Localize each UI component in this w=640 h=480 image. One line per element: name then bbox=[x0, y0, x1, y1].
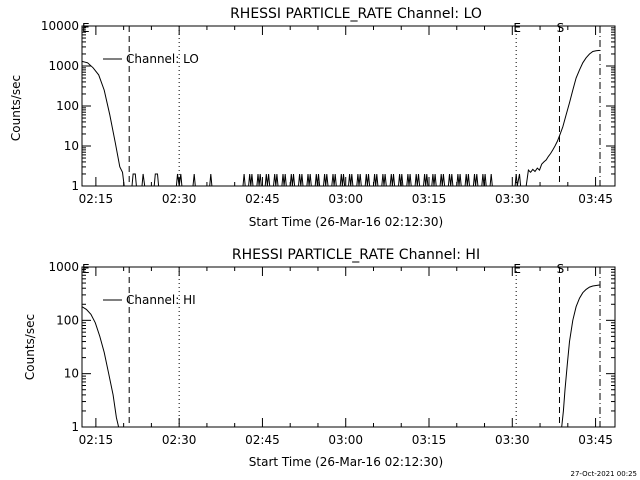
hi-event-marker-label: E bbox=[82, 262, 90, 276]
lo-x-tick-label: 02:45 bbox=[245, 192, 280, 206]
lo-event-marker-label: E bbox=[513, 21, 521, 35]
hi-y-tick-label: 1 bbox=[71, 420, 79, 434]
hi-x-tick-label: 02:30 bbox=[162, 433, 197, 447]
hi-plot-title: RHESSI PARTICLE_RATE Channel: HI bbox=[232, 247, 480, 263]
hi-y-tick-label: 1000 bbox=[48, 260, 79, 274]
hi-legend-label: Channel: HI bbox=[126, 293, 196, 307]
lo-y-axis-label: Counts/sec bbox=[9, 75, 23, 141]
lo-plot-title: RHESSI PARTICLE_RATE Channel: LO bbox=[230, 6, 482, 22]
hi-x-tick-label: 02:45 bbox=[245, 433, 280, 447]
hi-x-axis-label: Start Time (26-Mar-16 02:12:30) bbox=[249, 455, 443, 469]
lo-x-axis-label: Start Time (26-Mar-16 02:12:30) bbox=[249, 215, 443, 229]
lo-y-tick-label: 1000 bbox=[48, 59, 79, 73]
hi-rate-series-line bbox=[81, 306, 120, 428]
hi-x-tick-label: 03:30 bbox=[495, 433, 530, 447]
hi-event-marker-label: S bbox=[557, 262, 565, 276]
lo-x-tick-label: 03:45 bbox=[578, 192, 613, 206]
lo-event-marker-label: E bbox=[82, 21, 90, 35]
hi-plot-frame bbox=[81, 266, 616, 428]
lo-x-tick-label: 03:00 bbox=[328, 192, 363, 206]
hi-event-marker-label: E bbox=[513, 262, 521, 276]
hi-y-tick-label: 10 bbox=[64, 367, 79, 381]
hi-x-tick-label: 02:15 bbox=[79, 433, 114, 447]
footer-timestamp: 27-Oct-2021 00:25 bbox=[571, 470, 637, 478]
hi-channel-plot: RHESSI PARTICLE_RATE Channel: HI Counts/… bbox=[23, 247, 616, 469]
lo-y-tick-label: 1 bbox=[71, 179, 79, 193]
hi-x-tick-label: 03:15 bbox=[412, 433, 447, 447]
hi-x-tick-label: 03:45 bbox=[578, 433, 613, 447]
lo-legend-label: Channel: LO bbox=[126, 52, 199, 66]
hi-y-tick-label: 100 bbox=[56, 313, 79, 327]
lo-plot-frame bbox=[81, 25, 616, 187]
lo-x-tick-label: 03:30 bbox=[495, 192, 530, 206]
lo-rate-series-line bbox=[81, 49, 600, 187]
lo-y-tick-label: 100 bbox=[56, 99, 79, 113]
lo-channel-plot: RHESSI PARTICLE_RATE Channel: LO Counts/… bbox=[9, 6, 616, 229]
lo-x-tick-label: 03:15 bbox=[412, 192, 447, 206]
lo-x-tick-label: 02:30 bbox=[162, 192, 197, 206]
hi-x-tick-label: 03:00 bbox=[328, 433, 363, 447]
lo-x-tick-label: 02:15 bbox=[79, 192, 114, 206]
hi-y-axis-label: Counts/sec bbox=[23, 314, 37, 380]
hi-rate-series-line bbox=[561, 284, 600, 428]
lo-event-marker-label: S bbox=[557, 21, 565, 35]
lo-y-tick-label: 10 bbox=[64, 139, 79, 153]
lo-y-tick-label: 10000 bbox=[41, 19, 79, 33]
